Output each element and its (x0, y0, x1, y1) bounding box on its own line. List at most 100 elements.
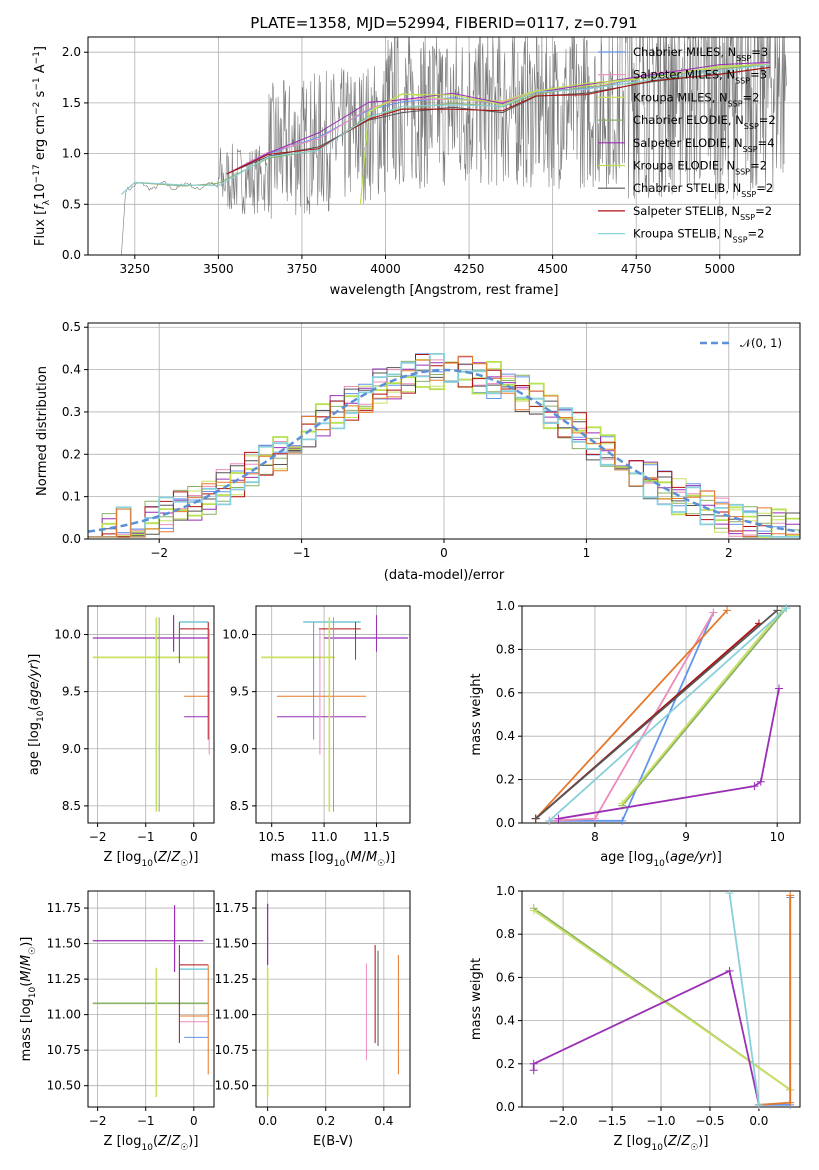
weight-z-series-5-marker (754, 1100, 763, 1109)
ylabel: mass weight (469, 958, 484, 1040)
xlabel: age [log10(age/yr)] (600, 850, 722, 869)
residual-panel: −2 −1 0 1 2 0.0 0.1 0.2 0.3 0.4 0.5 (data-model)/… (35, 320, 801, 583)
xtick-label: 0.2 (316, 1114, 335, 1128)
weight-age-series-7-marker (531, 814, 540, 823)
xtick-label: −2.0 (549, 1114, 578, 1128)
xlabel: Z [log10(Z/Z☉)] (104, 850, 199, 869)
weight-z-series-5 (728, 893, 760, 1105)
xtick-label: −2 (89, 830, 107, 844)
ytick-label: 0.8 (496, 927, 515, 941)
spectrum-xtick-label: 3250 (120, 262, 151, 276)
weight-age-series-4-marker (554, 814, 563, 823)
ytick-label: 10.0 (54, 628, 81, 642)
ytick-label: 0.2 (496, 1057, 515, 1071)
axes-frame (521, 605, 801, 824)
residual-ytick-label: 0.3 (62, 405, 81, 419)
xtick-label: −1 (137, 1114, 155, 1128)
weight-age-series-4-marker (775, 684, 784, 693)
ytick-label: 10.50 (215, 1079, 249, 1093)
mass-vs-metallicity-panel: −2 −1 0 10.50 10.75 11.00 11.25 11.50 11.75 Z [lo… (19, 890, 215, 1153)
legend-label-7: Salpeter STELIB, NSSP=2 (633, 204, 772, 222)
xtick-label: 10 (770, 830, 785, 844)
weight-age-series-2 (621, 607, 787, 807)
spectrum-xtick-label: 5000 (705, 262, 736, 276)
ytick-label: 0.0 (496, 1100, 515, 1114)
p4-grid (256, 606, 410, 823)
ylabel: mass weight (469, 673, 484, 755)
legend-label-3: Chabrier ELODIE, NSSP=2 (633, 113, 776, 131)
xtick-label: 10.5 (258, 830, 285, 844)
weight-age-series-8-marker (545, 816, 554, 825)
ytick-label: 0.2 (496, 773, 515, 787)
spectrum-ylabel: Flux [fλ10−17 erg cm−2 s−1 A−1] (32, 46, 52, 246)
legend-label-1: Salpeter MILES, NSSP=3 (633, 68, 767, 86)
residual-ytick-label: 0.2 (62, 447, 81, 461)
ytick-label: 11.75 (47, 901, 81, 915)
weight-age-series-1-marker (590, 814, 599, 823)
weight-age-series-3-marker (618, 799, 627, 808)
weight-age-series-8 (548, 607, 787, 822)
weight-age-series-0 (549, 612, 715, 822)
weight-age-series-4 (558, 688, 780, 820)
age-vs-mass-panel: 10.5 11.0 11.5 8.5 9.0 9.5 10.0 mass [log10(M/M… (222, 605, 411, 869)
spectrum-plot-area (88, 36, 800, 256)
residual-xtick-label: 2 (725, 546, 733, 560)
ytick-label: 9.5 (230, 685, 249, 699)
ytick-label: 10.75 (215, 1043, 249, 1057)
spectrum-xlabel: wavelength [Angstrom, rest frame] (330, 283, 559, 298)
residual-xlabel: (data-model)/error (384, 568, 505, 583)
weight-age-series-0-marker (618, 816, 627, 825)
xtick-label: 0.0 (749, 1114, 768, 1128)
weight-age-series-5-marker (723, 606, 732, 615)
ytick-label: 11.75 (215, 901, 249, 915)
spectrum-xticks: 3250 3500 3750 4000 4250 4500 4750 5000 (120, 255, 736, 276)
ytick-label: 9.0 (62, 742, 81, 756)
spectrum-model-lines (121, 61, 770, 205)
spectrum-observed-flux (88, 36, 787, 256)
axes-frame (255, 890, 411, 1108)
xtick-label: 0 (190, 830, 198, 844)
legend-label-0: Chabrier MILES, NSSP=3 (633, 45, 768, 63)
xtick-label: 11.0 (311, 830, 338, 844)
ytick-label: 0.4 (496, 729, 515, 743)
ytick-label: 9.0 (230, 742, 249, 756)
ytick-label: 8.5 (230, 799, 249, 813)
residual-ytick-label: 0.4 (62, 363, 81, 377)
axes-frame (87, 890, 215, 1108)
weight-z-series-3 (532, 969, 760, 1105)
axes-frame (87, 605, 215, 824)
ytick-label: 11.25 (47, 972, 81, 986)
residual-ytick-label: 0.0 (62, 532, 81, 546)
spectrum-ytick-label: 0.0 (62, 248, 81, 262)
residual-xtick-label: 1 (583, 546, 591, 560)
ytick-label: 1.0 (496, 884, 515, 898)
residual-xtick-label: −1 (293, 546, 311, 560)
weight-z-series-5-marker (725, 889, 734, 898)
residual-xtick-label: 0 (440, 546, 448, 560)
xtick-label: −1 (137, 830, 155, 844)
weight-vs-age-panel: 8 9 10 0.0 0.2 0.4 0.6 0.8 1.0 age [log10(age/yr)… (469, 599, 801, 869)
residual-ylabel: Normed distribution (35, 366, 50, 496)
spectrum-xtick-label: 3500 (203, 262, 234, 276)
spectrum-ytick-label: 2.0 (62, 45, 81, 59)
legend-label-8: Kroupa STELIB, NSSP=2 (633, 227, 764, 245)
xtick-label: 0.4 (374, 1114, 393, 1128)
mass-vs-ebv-panel: 0.0 0.2 0.4 10.50 10.75 11.00 11.25 11.50 11.75 E… (215, 890, 411, 1149)
axes-frame (521, 890, 801, 1108)
xlabel: mass [log10(M/M☉)] (271, 850, 396, 869)
residual-plot-area (87, 323, 801, 540)
ytick-label: 10.75 (47, 1043, 81, 1057)
xtick-label: −1.5 (597, 1114, 626, 1128)
ytick-label: 11.25 (215, 972, 249, 986)
weight-age-series-1 (549, 612, 715, 822)
normal-legend-label: 𝒩(0, 1) (740, 336, 782, 350)
xtick-label: −0.5 (695, 1114, 724, 1128)
ytick-label: 10.50 (47, 1079, 81, 1093)
weight-age-series-5 (535, 609, 728, 820)
model-line-7 (226, 66, 770, 175)
ytick-label: 8.5 (62, 799, 81, 813)
spectrum-xtick-label: 4000 (370, 262, 401, 276)
weight-vs-metallicity-panel: −2.0 −1.5 −1.0 −0.5 0.0 0.0 0.2 0.4 0.6 0.8 1.0 Z [… (469, 884, 801, 1153)
xtick-label: 0 (190, 1114, 198, 1128)
spectrum-title: PLATE=1358, MJD=52994, FIBERID=0117, z=0… (250, 14, 637, 32)
